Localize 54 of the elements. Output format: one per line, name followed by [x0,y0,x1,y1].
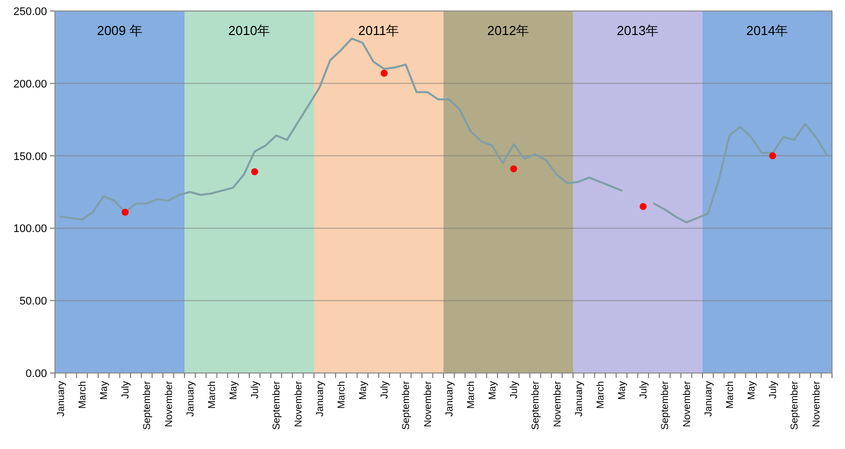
x-tick-label: July [380,381,391,399]
x-tick-label: September [142,380,154,430]
x-tick-label: November [164,380,175,428]
annotation: 2014年 [746,23,788,38]
x-tick-label: May [228,381,240,400]
y-tick-label: 200.00 [13,78,47,90]
point [122,208,129,216]
point [251,168,258,176]
annotation: 2010年 [228,23,270,38]
y-tick-label: 250.00 [13,6,47,18]
x-tick-label: November [682,380,693,428]
x-tick-label: September [660,380,672,430]
x-tick-label: January [56,381,67,417]
y-tick-label: 50.00 [19,296,47,308]
x-tick-label: March [724,381,736,409]
x-tick-label: July [768,381,780,399]
x-tick-label: July [509,381,520,399]
point [769,152,776,160]
y-tick-label: 100.00 [13,223,47,236]
x-tick-label: May [99,381,110,400]
x-tick-label: May [617,381,628,400]
x-tick-label: May [488,381,499,400]
x-tick-label: March [77,381,88,409]
annotation: 2011年 [358,23,400,38]
x-tick-label: July [120,381,132,399]
x-tick-label: May [358,381,370,400]
point [510,165,518,172]
y-tick-label: 150.00 [13,150,47,163]
annotation: 2013年 [616,23,659,38]
x-tick-label: November [422,380,434,428]
annotation: 2012年 [487,23,530,38]
x-tick-label: November [552,380,564,428]
point [380,70,388,77]
x-tick-label: November [811,380,822,428]
x-tick-label: January [703,381,714,417]
x-tick-label: January [185,381,196,417]
point [640,202,647,210]
x-tick-label: September [401,380,412,430]
x-tick-label: July [638,381,650,399]
x-tick-label: January [574,381,585,417]
x-tick-label: September [790,380,801,430]
x-tick-label: March [466,381,477,409]
x-tick-label: January [444,381,456,417]
y-tick-label: 0.00 [26,368,47,380]
x-tick-label: January [314,381,326,417]
x-tick-label: March [336,381,348,409]
x-tick-label: September [272,380,283,430]
annotation: 2009 年 [96,23,143,38]
x-tick-label: September [530,380,542,430]
x-tick-label: May [746,381,758,400]
x-tick-label: March [206,381,218,409]
x-tick-label: November [293,380,304,428]
x-tick-label: July [250,381,262,399]
x-tick-label: March [595,381,606,409]
